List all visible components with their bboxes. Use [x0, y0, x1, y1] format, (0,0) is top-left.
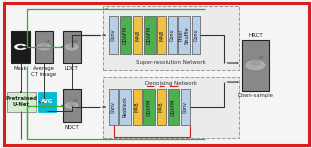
Circle shape: [69, 103, 75, 106]
FancyBboxPatch shape: [7, 92, 36, 112]
Bar: [109, 89, 118, 125]
Bar: [192, 16, 200, 54]
Text: GP: GP: [259, 56, 264, 59]
Bar: [178, 16, 190, 54]
Text: Pixel
Shuffle: Pixel Shuffle: [179, 26, 189, 44]
Text: MAB: MAB: [159, 102, 164, 112]
Bar: [11, 31, 30, 63]
Circle shape: [69, 44, 75, 47]
Text: LDCT: LDCT: [65, 66, 79, 71]
Text: GDAFM: GDAFM: [147, 26, 152, 44]
Bar: [168, 16, 177, 54]
Text: GDAFM: GDAFM: [123, 26, 128, 44]
Text: GP: GP: [73, 40, 79, 44]
Bar: [133, 16, 142, 54]
Bar: [157, 16, 166, 54]
Bar: [168, 89, 179, 125]
Text: Mask: Mask: [14, 66, 27, 71]
Text: Pretrained
U-Net: Pretrained U-Net: [5, 96, 37, 107]
Text: Average
CT image: Average CT image: [31, 66, 56, 77]
FancyBboxPatch shape: [38, 92, 56, 112]
FancyBboxPatch shape: [103, 77, 239, 138]
Bar: [144, 89, 155, 125]
Text: Denoising Network: Denoising Network: [145, 81, 197, 86]
Text: NDCT: NDCT: [65, 125, 79, 130]
Circle shape: [251, 61, 260, 65]
Text: HRCT: HRCT: [248, 33, 263, 38]
FancyBboxPatch shape: [103, 6, 239, 70]
Text: GDAFM: GDAFM: [147, 98, 152, 116]
Text: Conv: Conv: [193, 29, 198, 41]
Bar: [62, 31, 81, 63]
Bar: [241, 40, 270, 91]
Bar: [157, 89, 166, 125]
Bar: [144, 16, 156, 54]
Polygon shape: [14, 44, 27, 50]
Bar: [119, 89, 131, 125]
Circle shape: [66, 103, 78, 108]
Text: Down-sample: Down-sample: [237, 93, 274, 98]
Bar: [181, 89, 190, 125]
Text: GDAFM: GDAFM: [171, 98, 176, 116]
Text: MAB: MAB: [135, 29, 140, 41]
Text: Conv: Conv: [170, 29, 175, 41]
Bar: [119, 16, 131, 54]
Text: GP: GP: [45, 40, 51, 44]
Text: AVG: AVG: [41, 99, 53, 104]
Bar: [109, 16, 118, 54]
Text: Conv: Conv: [111, 29, 116, 41]
Text: MAB: MAB: [159, 29, 164, 41]
Circle shape: [246, 61, 265, 70]
Bar: [62, 89, 81, 122]
Text: GP: GP: [73, 99, 79, 103]
Circle shape: [66, 44, 78, 50]
Bar: [35, 31, 53, 63]
Text: Resblock: Resblock: [123, 96, 128, 118]
Text: Super-resolution Network: Super-resolution Network: [136, 60, 206, 65]
Circle shape: [41, 44, 47, 47]
Text: Conv: Conv: [111, 101, 116, 113]
Text: MAB: MAB: [135, 102, 140, 112]
Bar: [133, 89, 142, 125]
Circle shape: [38, 44, 50, 50]
Text: Conv: Conv: [183, 101, 188, 113]
